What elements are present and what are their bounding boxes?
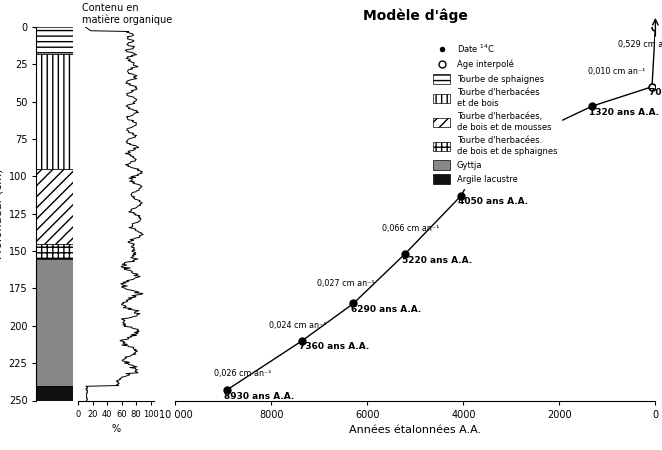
Bar — [36, 169, 73, 243]
Text: 0,024 cm an⁻¹: 0,024 cm an⁻¹ — [269, 321, 326, 330]
Bar — [36, 243, 73, 259]
Text: 6290 ans A.A.: 6290 ans A.A. — [351, 305, 421, 314]
Text: 0,027 cm an⁻¹: 0,027 cm an⁻¹ — [317, 279, 375, 288]
Text: 0,529 cm an⁻¹: 0,529 cm an⁻¹ — [618, 40, 662, 50]
Text: 1320 ans A.A.: 1320 ans A.A. — [589, 108, 659, 117]
Text: 0,066 cm an⁻¹: 0,066 cm an⁻¹ — [382, 224, 440, 233]
Text: 0,026 cm an⁻¹: 0,026 cm an⁻¹ — [214, 369, 271, 378]
Text: 7360 ans A.A.: 7360 ans A.A. — [299, 342, 369, 351]
Text: 5220 ans A.A.: 5220 ans A.A. — [402, 256, 472, 265]
Y-axis label: Profondeur (cm): Profondeur (cm) — [0, 168, 3, 259]
Text: 4050 ans A.A.: 4050 ans A.A. — [458, 197, 528, 206]
Text: 70 ans A.A.: 70 ans A.A. — [649, 88, 662, 97]
Text: 0,028 cm an⁻¹: 0,028 cm an⁻¹ — [440, 175, 497, 184]
Bar — [36, 386, 73, 400]
Legend: Date $^{14}$C, Age interpolé, Tourbe de sphaignes, Tourbe d'herbacées
et de bois: Date $^{14}$C, Age interpolé, Tourbe de … — [429, 39, 561, 188]
X-axis label: Années étalonnées A.A.: Années étalonnées A.A. — [350, 425, 481, 435]
Text: 0,010 cm an⁻¹: 0,010 cm an⁻¹ — [589, 68, 645, 76]
Bar — [36, 54, 73, 169]
Text: 0,010 cm an⁻¹: 0,010 cm an⁻¹ — [502, 130, 559, 139]
Text: 3620 ans A.A.: 3620 ans A.A. — [479, 160, 549, 169]
Title: Modèle d'âge: Modèle d'âge — [363, 9, 468, 23]
X-axis label: %: % — [112, 424, 120, 434]
Text: 8930 ans A.A.: 8930 ans A.A. — [224, 392, 294, 400]
Text: Contenu en
matière organique: Contenu en matière organique — [82, 3, 172, 25]
Bar — [36, 259, 73, 386]
Bar — [36, 27, 73, 54]
